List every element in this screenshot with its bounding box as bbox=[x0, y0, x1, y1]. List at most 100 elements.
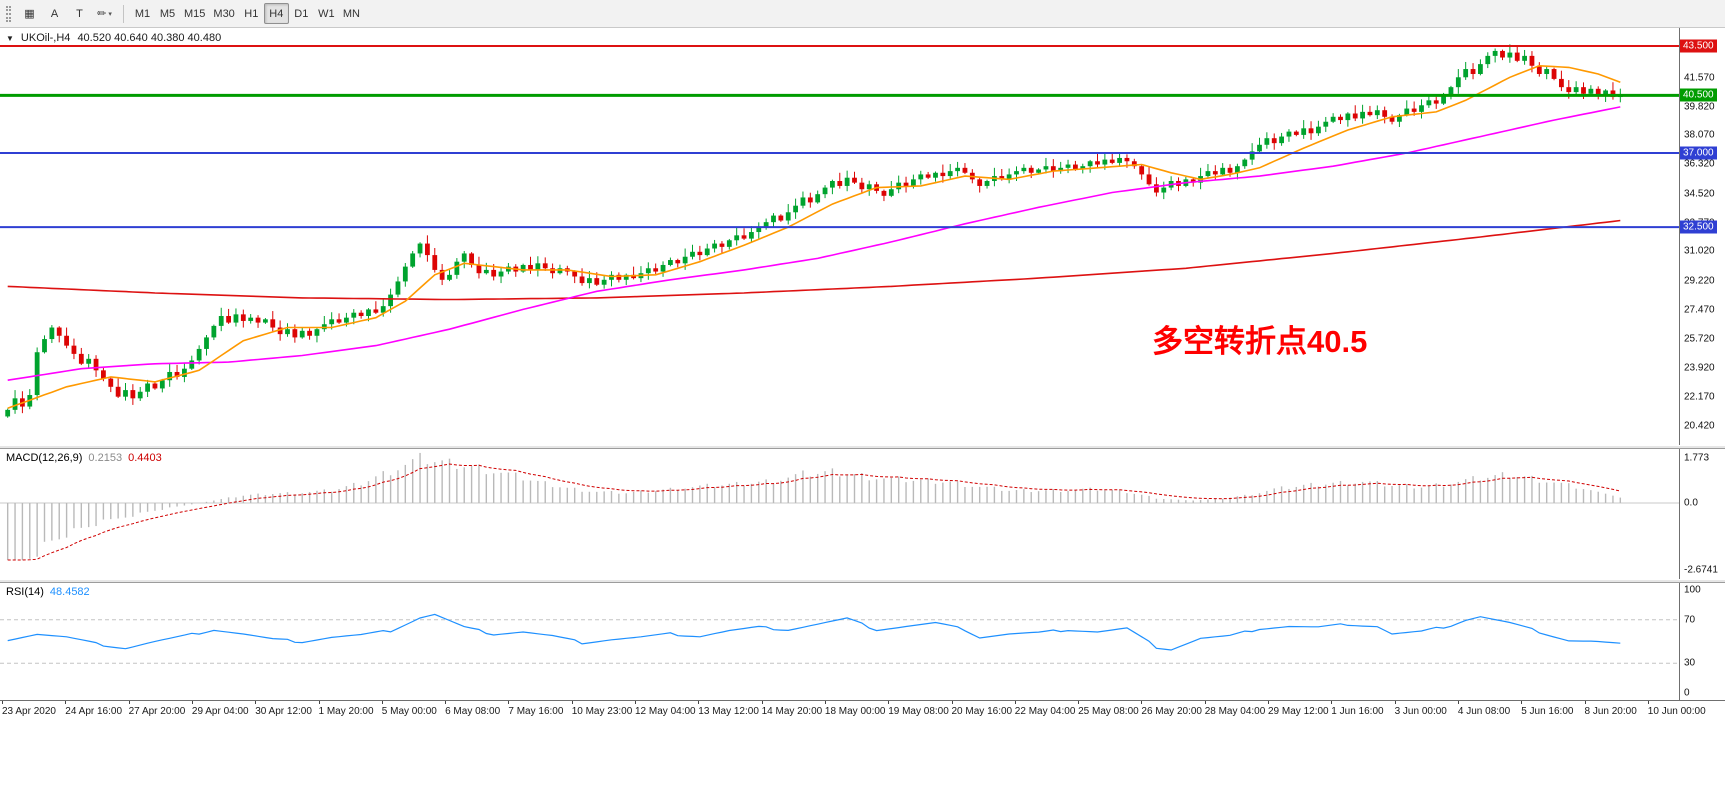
time-label: 8 Jun 20:00 bbox=[1584, 706, 1637, 717]
time-label: 27 Apr 20:00 bbox=[128, 706, 186, 717]
timeframe-d1-button[interactable]: D1 bbox=[294, 7, 309, 20]
price-tick: 31.020 bbox=[1684, 245, 1715, 257]
rsi-tick: 0 bbox=[1684, 687, 1690, 699]
price-tick: 27.470 bbox=[1684, 304, 1715, 316]
macd-pane[interactable]: MACD(12,26,9) 0.2153 0.4403 1.773 0.0 -2.6… bbox=[0, 449, 1725, 579]
collapse-icon[interactable]: ▼ bbox=[6, 33, 14, 43]
time-tick bbox=[318, 701, 320, 704]
time-tick bbox=[698, 701, 700, 704]
macd-scale[interactable]: 1.773 0.0 -2.6741 bbox=[1679, 449, 1725, 579]
macd-label: MACD(12,26,9) 0.2153 0.4403 bbox=[6, 452, 162, 464]
time-label: 7 May 16:00 bbox=[508, 706, 564, 717]
time-label: 3 Jun 00:00 bbox=[1394, 706, 1447, 717]
rsi-pane[interactable]: RSI(14) 48.4582 100 70 30 0 bbox=[0, 583, 1725, 700]
time-label: 5 May 00:00 bbox=[381, 706, 437, 717]
time-tick bbox=[635, 701, 636, 704]
timeframe-toolbar: M1 M5 M15 M30 H1 H4 D1 W1 MN bbox=[130, 3, 364, 24]
macd-tick: 1.773 bbox=[1684, 452, 1710, 464]
timeframe-m30-button[interactable]: M30 bbox=[213, 7, 235, 20]
time-label: 29 May 12:00 bbox=[1268, 706, 1329, 717]
timeframe-m1-button[interactable]: M1 bbox=[134, 7, 151, 20]
rsi-tick: 70 bbox=[1684, 614, 1696, 626]
timeframe-h4-button[interactable]: H4 bbox=[263, 3, 289, 24]
time-tick bbox=[951, 701, 953, 704]
time-label: 4 Jun 08:00 bbox=[1457, 706, 1511, 717]
price-tick: 29.220 bbox=[1684, 275, 1715, 287]
time-tick bbox=[508, 701, 510, 704]
cursor-tool-button[interactable]: A bbox=[50, 7, 59, 20]
toolbar-grip[interactable] bbox=[6, 5, 11, 22]
rsi-plot-svg[interactable] bbox=[0, 583, 1679, 700]
time-tick bbox=[888, 701, 890, 704]
pane-divider[interactable] bbox=[0, 579, 1725, 583]
time-label: 13 May 12:00 bbox=[698, 706, 759, 717]
level-price-badge: 40.500 bbox=[1680, 88, 1717, 102]
ohlc-values: 40.520 40.640 40.380 40.480 bbox=[77, 32, 222, 44]
chart-annotation-text[interactable]: 多空转折点40.5 bbox=[1152, 324, 1368, 359]
price-tick: 39.820 bbox=[1684, 101, 1715, 113]
price-tick: 20.420 bbox=[1684, 420, 1715, 432]
time-tick bbox=[2, 701, 3, 704]
time-label: 24 Apr 16:00 bbox=[65, 706, 123, 717]
time-tick bbox=[65, 701, 67, 704]
time-axis[interactable]: 23 Apr 2020 24 Apr 16:00 27 Apr 20:00 29 Ap… bbox=[0, 700, 1725, 720]
time-label: 5 Jun 16:00 bbox=[1521, 706, 1574, 717]
time-label: 10 May 23:00 bbox=[571, 706, 633, 717]
time-tick bbox=[1331, 701, 1333, 704]
timeframe-h1-button[interactable]: H1 bbox=[244, 7, 259, 20]
price-tick: 25.720 bbox=[1684, 333, 1715, 345]
price-tick: 22.170 bbox=[1684, 391, 1715, 403]
main-plot-svg[interactable] bbox=[0, 28, 1679, 445]
rsi-scale[interactable]: 100 70 30 0 bbox=[1679, 583, 1725, 700]
toolbar-separator bbox=[123, 4, 124, 23]
time-tick bbox=[1457, 701, 1459, 704]
chevron-down-icon: ▾ bbox=[108, 10, 112, 18]
macd-tick: 0.0 bbox=[1684, 497, 1698, 509]
timeframe-m5-button[interactable]: M5 bbox=[159, 7, 176, 20]
time-label: 10 Jun 00:00 bbox=[1647, 706, 1706, 717]
macd-tick: -2.6741 bbox=[1684, 564, 1718, 576]
level-price-badge: 43.500 bbox=[1680, 39, 1717, 53]
time-tick bbox=[191, 701, 193, 704]
time-tick bbox=[445, 701, 447, 704]
time-tick bbox=[1014, 701, 1016, 704]
rsi-value: 48.4582 bbox=[49, 586, 90, 598]
time-tick bbox=[1141, 701, 1143, 704]
time-tick bbox=[1394, 701, 1396, 704]
time-tick bbox=[128, 701, 130, 704]
rsi-name: RSI(14) bbox=[6, 586, 44, 598]
time-label: 20 May 16:00 bbox=[951, 706, 1013, 717]
toolbar-menu-button[interactable]: ▦ bbox=[24, 8, 35, 20]
time-tick bbox=[255, 701, 257, 704]
timeframe-mn-button[interactable]: MN bbox=[342, 7, 360, 20]
time-tick bbox=[1521, 701, 1523, 704]
macd-signal-value: 0.4403 bbox=[128, 452, 162, 464]
price-tick: 41.570 bbox=[1684, 72, 1715, 84]
price-tick: 23.920 bbox=[1684, 362, 1715, 374]
pane-divider[interactable] bbox=[0, 445, 1725, 449]
time-label: 1 Jun 16:00 bbox=[1331, 706, 1384, 717]
time-tick bbox=[1647, 701, 1649, 704]
symbol-period-label: UKOil-,H4 bbox=[20, 32, 71, 44]
time-label: 1 May 20:00 bbox=[318, 706, 374, 717]
timeframe-m15-button[interactable]: M15 bbox=[184, 7, 206, 20]
time-label: 22 May 04:00 bbox=[1014, 706, 1076, 717]
macd-main-value: 0.2153 bbox=[88, 452, 123, 464]
text-tool-button[interactable]: T bbox=[76, 7, 83, 20]
main-chart-pane[interactable]: ▼ UKOil-,H4 40.520 40.640 40.380 40.480 … bbox=[0, 28, 1725, 445]
time-tick bbox=[761, 701, 763, 704]
rsi-label: RSI(14) 48.4582 bbox=[6, 586, 90, 598]
time-label: 19 May 08:00 bbox=[888, 706, 949, 717]
price-scale[interactable]: 41.57039.82038.07036.32034.52032.77031.0… bbox=[1679, 28, 1725, 445]
time-tick bbox=[1584, 701, 1586, 704]
time-tick bbox=[381, 701, 383, 704]
price-tick: 38.070 bbox=[1684, 129, 1715, 141]
time-tick bbox=[571, 701, 573, 704]
time-tick bbox=[1204, 701, 1206, 704]
timeframe-w1-button[interactable]: W1 bbox=[318, 7, 335, 20]
rsi-tick: 100 bbox=[1684, 584, 1701, 596]
macd-plot-svg[interactable] bbox=[0, 449, 1679, 579]
rsi-tick: 30 bbox=[1684, 657, 1696, 669]
drawing-tool-button[interactable]: ✏ ▾ bbox=[97, 8, 112, 20]
